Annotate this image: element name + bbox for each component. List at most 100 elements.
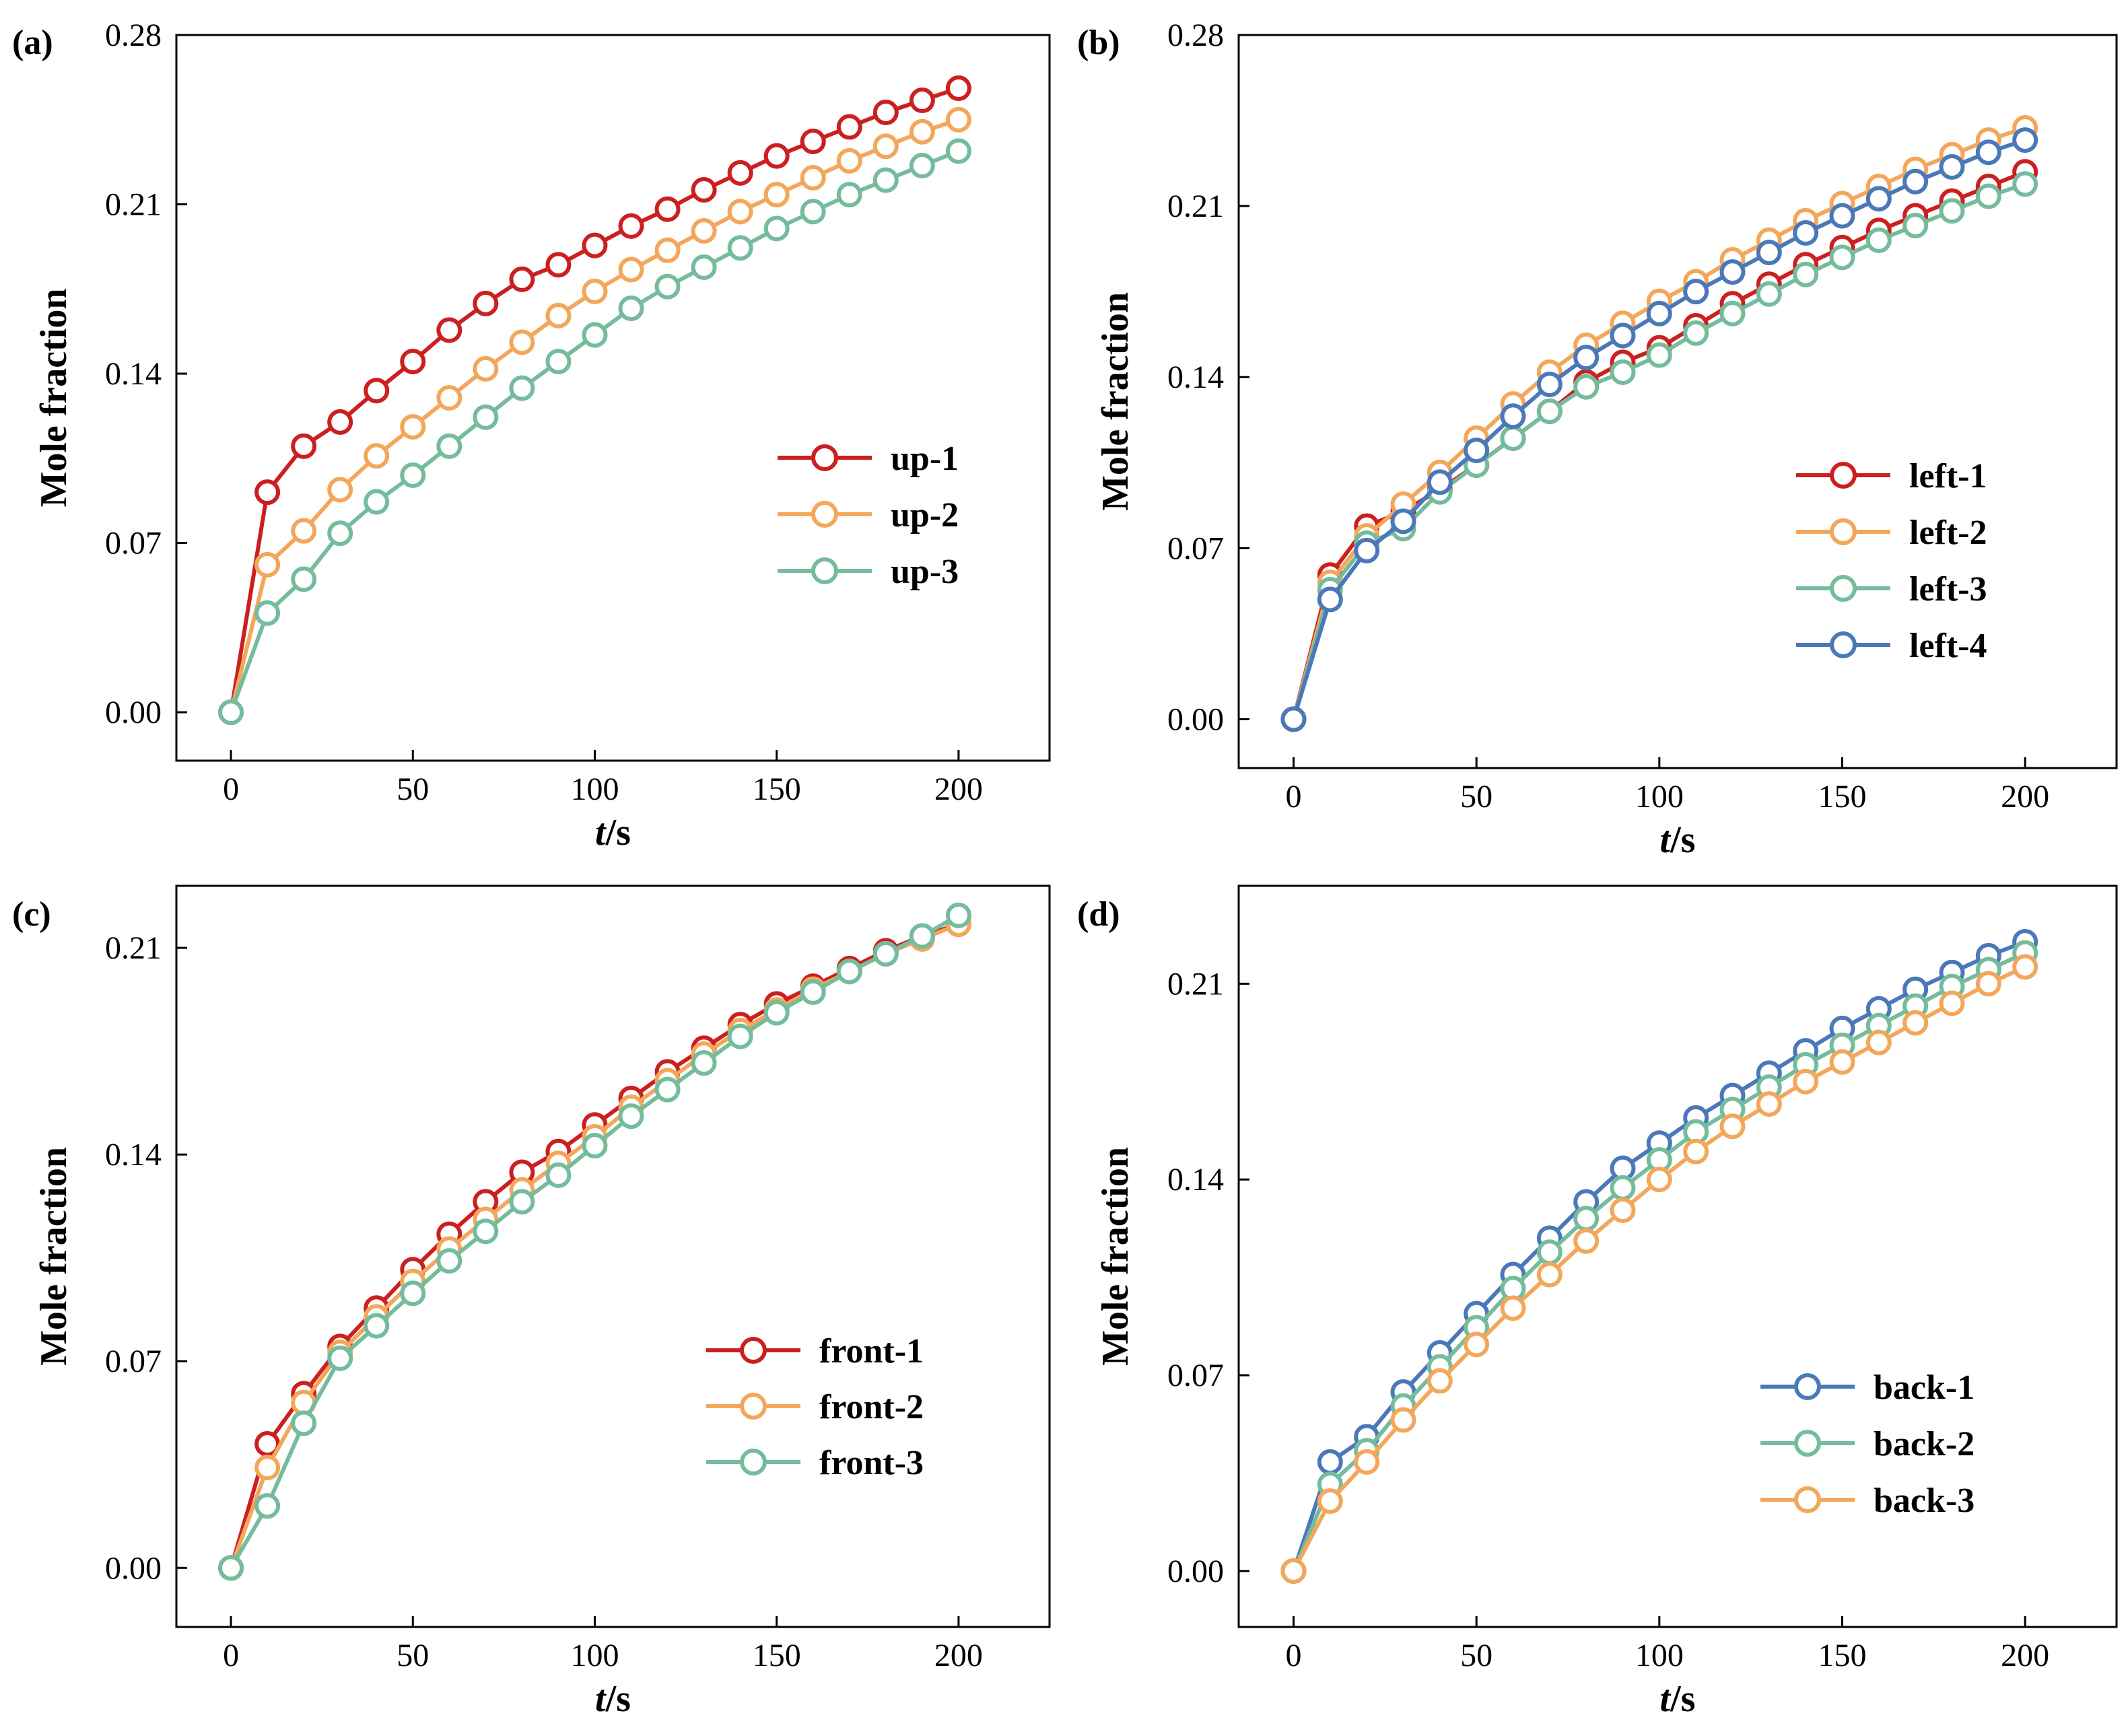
data-point bbox=[509, 1189, 535, 1215]
data-point bbox=[545, 349, 572, 375]
data-point bbox=[364, 443, 390, 469]
panel-label: (a) bbox=[12, 24, 53, 62]
series-up-2 bbox=[218, 106, 971, 726]
legend-entry: back-2 bbox=[1760, 1425, 1975, 1463]
data-point bbox=[254, 1455, 281, 1481]
data-point bbox=[436, 433, 462, 459]
data-point bbox=[1683, 1138, 1709, 1165]
x-tick-label: 50 bbox=[397, 771, 429, 807]
data-point bbox=[691, 176, 717, 203]
data-point bbox=[436, 1248, 462, 1274]
legend-marker bbox=[811, 557, 838, 584]
x-tick-label: 50 bbox=[397, 1638, 429, 1673]
legend-marker bbox=[1830, 518, 1857, 545]
legend-marker bbox=[1794, 1430, 1821, 1457]
data-point bbox=[1317, 1488, 1343, 1515]
y-tick-label: 0.28 bbox=[1167, 18, 1224, 53]
legend-entry: up-3 bbox=[778, 553, 959, 591]
y-tick-label: 0.14 bbox=[1167, 359, 1224, 395]
data-point bbox=[254, 551, 281, 578]
legend-entry: up-1 bbox=[778, 440, 959, 478]
legend-label: left-3 bbox=[1909, 570, 1987, 609]
data-point bbox=[691, 218, 717, 244]
y-tick-label: 0.00 bbox=[1167, 1554, 1224, 1589]
legend-label: left-2 bbox=[1909, 514, 1987, 552]
data-point bbox=[327, 477, 353, 503]
data-point bbox=[1464, 438, 1490, 464]
legend-entry: back-3 bbox=[1760, 1482, 1975, 1520]
legend-label: back-1 bbox=[1874, 1368, 1975, 1407]
data-point bbox=[1354, 537, 1380, 563]
legend-entry: front-3 bbox=[706, 1444, 924, 1482]
data-point bbox=[1975, 971, 2001, 997]
data-point bbox=[836, 182, 862, 208]
legend: back-1 back-2 back-3 bbox=[1760, 1368, 1975, 1520]
data-point bbox=[1573, 345, 1600, 371]
data-point bbox=[618, 1103, 644, 1130]
x-tick-label: 50 bbox=[1460, 1638, 1492, 1673]
x-axis-title-unit: /s bbox=[605, 812, 631, 854]
series-line bbox=[229, 86, 959, 713]
chart-panel-2: 0 50 100 150 200 0.00 0.07 0.14 0.21 0.28 t/s Mole … bbox=[1077, 18, 2118, 861]
data-point bbox=[1610, 1175, 1636, 1201]
data-point bbox=[291, 566, 317, 592]
y-tick-label: 0.21 bbox=[105, 187, 162, 223]
x-tick-label: 200 bbox=[2001, 1638, 2049, 1673]
legend-marker bbox=[740, 1449, 767, 1475]
data-point bbox=[1865, 186, 1892, 212]
legend: up-1 up-2 up-3 bbox=[778, 440, 959, 591]
data-point bbox=[545, 1162, 572, 1188]
data-point bbox=[509, 329, 535, 355]
plot-frame bbox=[1237, 34, 2118, 769]
legend-marker bbox=[1830, 575, 1857, 602]
series-back-3 bbox=[1280, 954, 2038, 1584]
data-point bbox=[1683, 320, 1709, 346]
data-point bbox=[1865, 227, 1892, 253]
data-point bbox=[763, 143, 790, 169]
legend-label: front-1 bbox=[819, 1332, 924, 1370]
data-point bbox=[327, 409, 353, 435]
data-point bbox=[473, 355, 499, 382]
y-tick-label: 0.14 bbox=[1167, 1162, 1224, 1197]
data-point bbox=[400, 414, 426, 440]
data-point bbox=[473, 290, 499, 316]
data-point bbox=[1719, 1113, 1746, 1140]
data-point bbox=[436, 317, 462, 343]
x-axis-title-unit: /s bbox=[605, 1678, 631, 1720]
data-point bbox=[945, 902, 971, 928]
data-point bbox=[727, 160, 753, 186]
data-point bbox=[836, 959, 862, 985]
data-point bbox=[1500, 1295, 1526, 1321]
data-point bbox=[1573, 1206, 1600, 1232]
data-point bbox=[1610, 1197, 1636, 1223]
data-point bbox=[254, 1431, 281, 1457]
data-point bbox=[1756, 1091, 1782, 1117]
x-tick-label: 200 bbox=[2001, 779, 2049, 814]
data-point bbox=[582, 278, 608, 304]
data-point bbox=[1646, 1167, 1672, 1193]
y-tick-label: 0.21 bbox=[1167, 966, 1224, 1002]
y-tick-label: 0.14 bbox=[105, 1137, 162, 1173]
y-tick-label: 0.07 bbox=[105, 526, 162, 561]
data-point bbox=[400, 349, 426, 375]
x-tick-label: 100 bbox=[1635, 779, 1684, 814]
data-point bbox=[763, 1000, 790, 1026]
data-point bbox=[291, 518, 317, 544]
x-axis-title-variable: t bbox=[1660, 1678, 1672, 1720]
data-point bbox=[1536, 372, 1563, 398]
legend-label: back-2 bbox=[1874, 1425, 1975, 1463]
data-point bbox=[509, 375, 535, 401]
data-point bbox=[727, 235, 753, 261]
data-point bbox=[1829, 1049, 1855, 1075]
data-point bbox=[909, 88, 935, 114]
data-point bbox=[654, 1076, 681, 1103]
series-line bbox=[1291, 950, 2026, 1572]
series-left-4 bbox=[1280, 127, 2038, 732]
data-point bbox=[2012, 127, 2038, 153]
legend-entry: front-1 bbox=[706, 1332, 924, 1370]
data-point bbox=[327, 520, 353, 547]
data-point bbox=[1280, 1558, 1307, 1584]
legend-marker bbox=[1830, 631, 1857, 658]
data-point bbox=[1719, 259, 1746, 285]
x-axis-title: t/s bbox=[595, 1678, 631, 1720]
